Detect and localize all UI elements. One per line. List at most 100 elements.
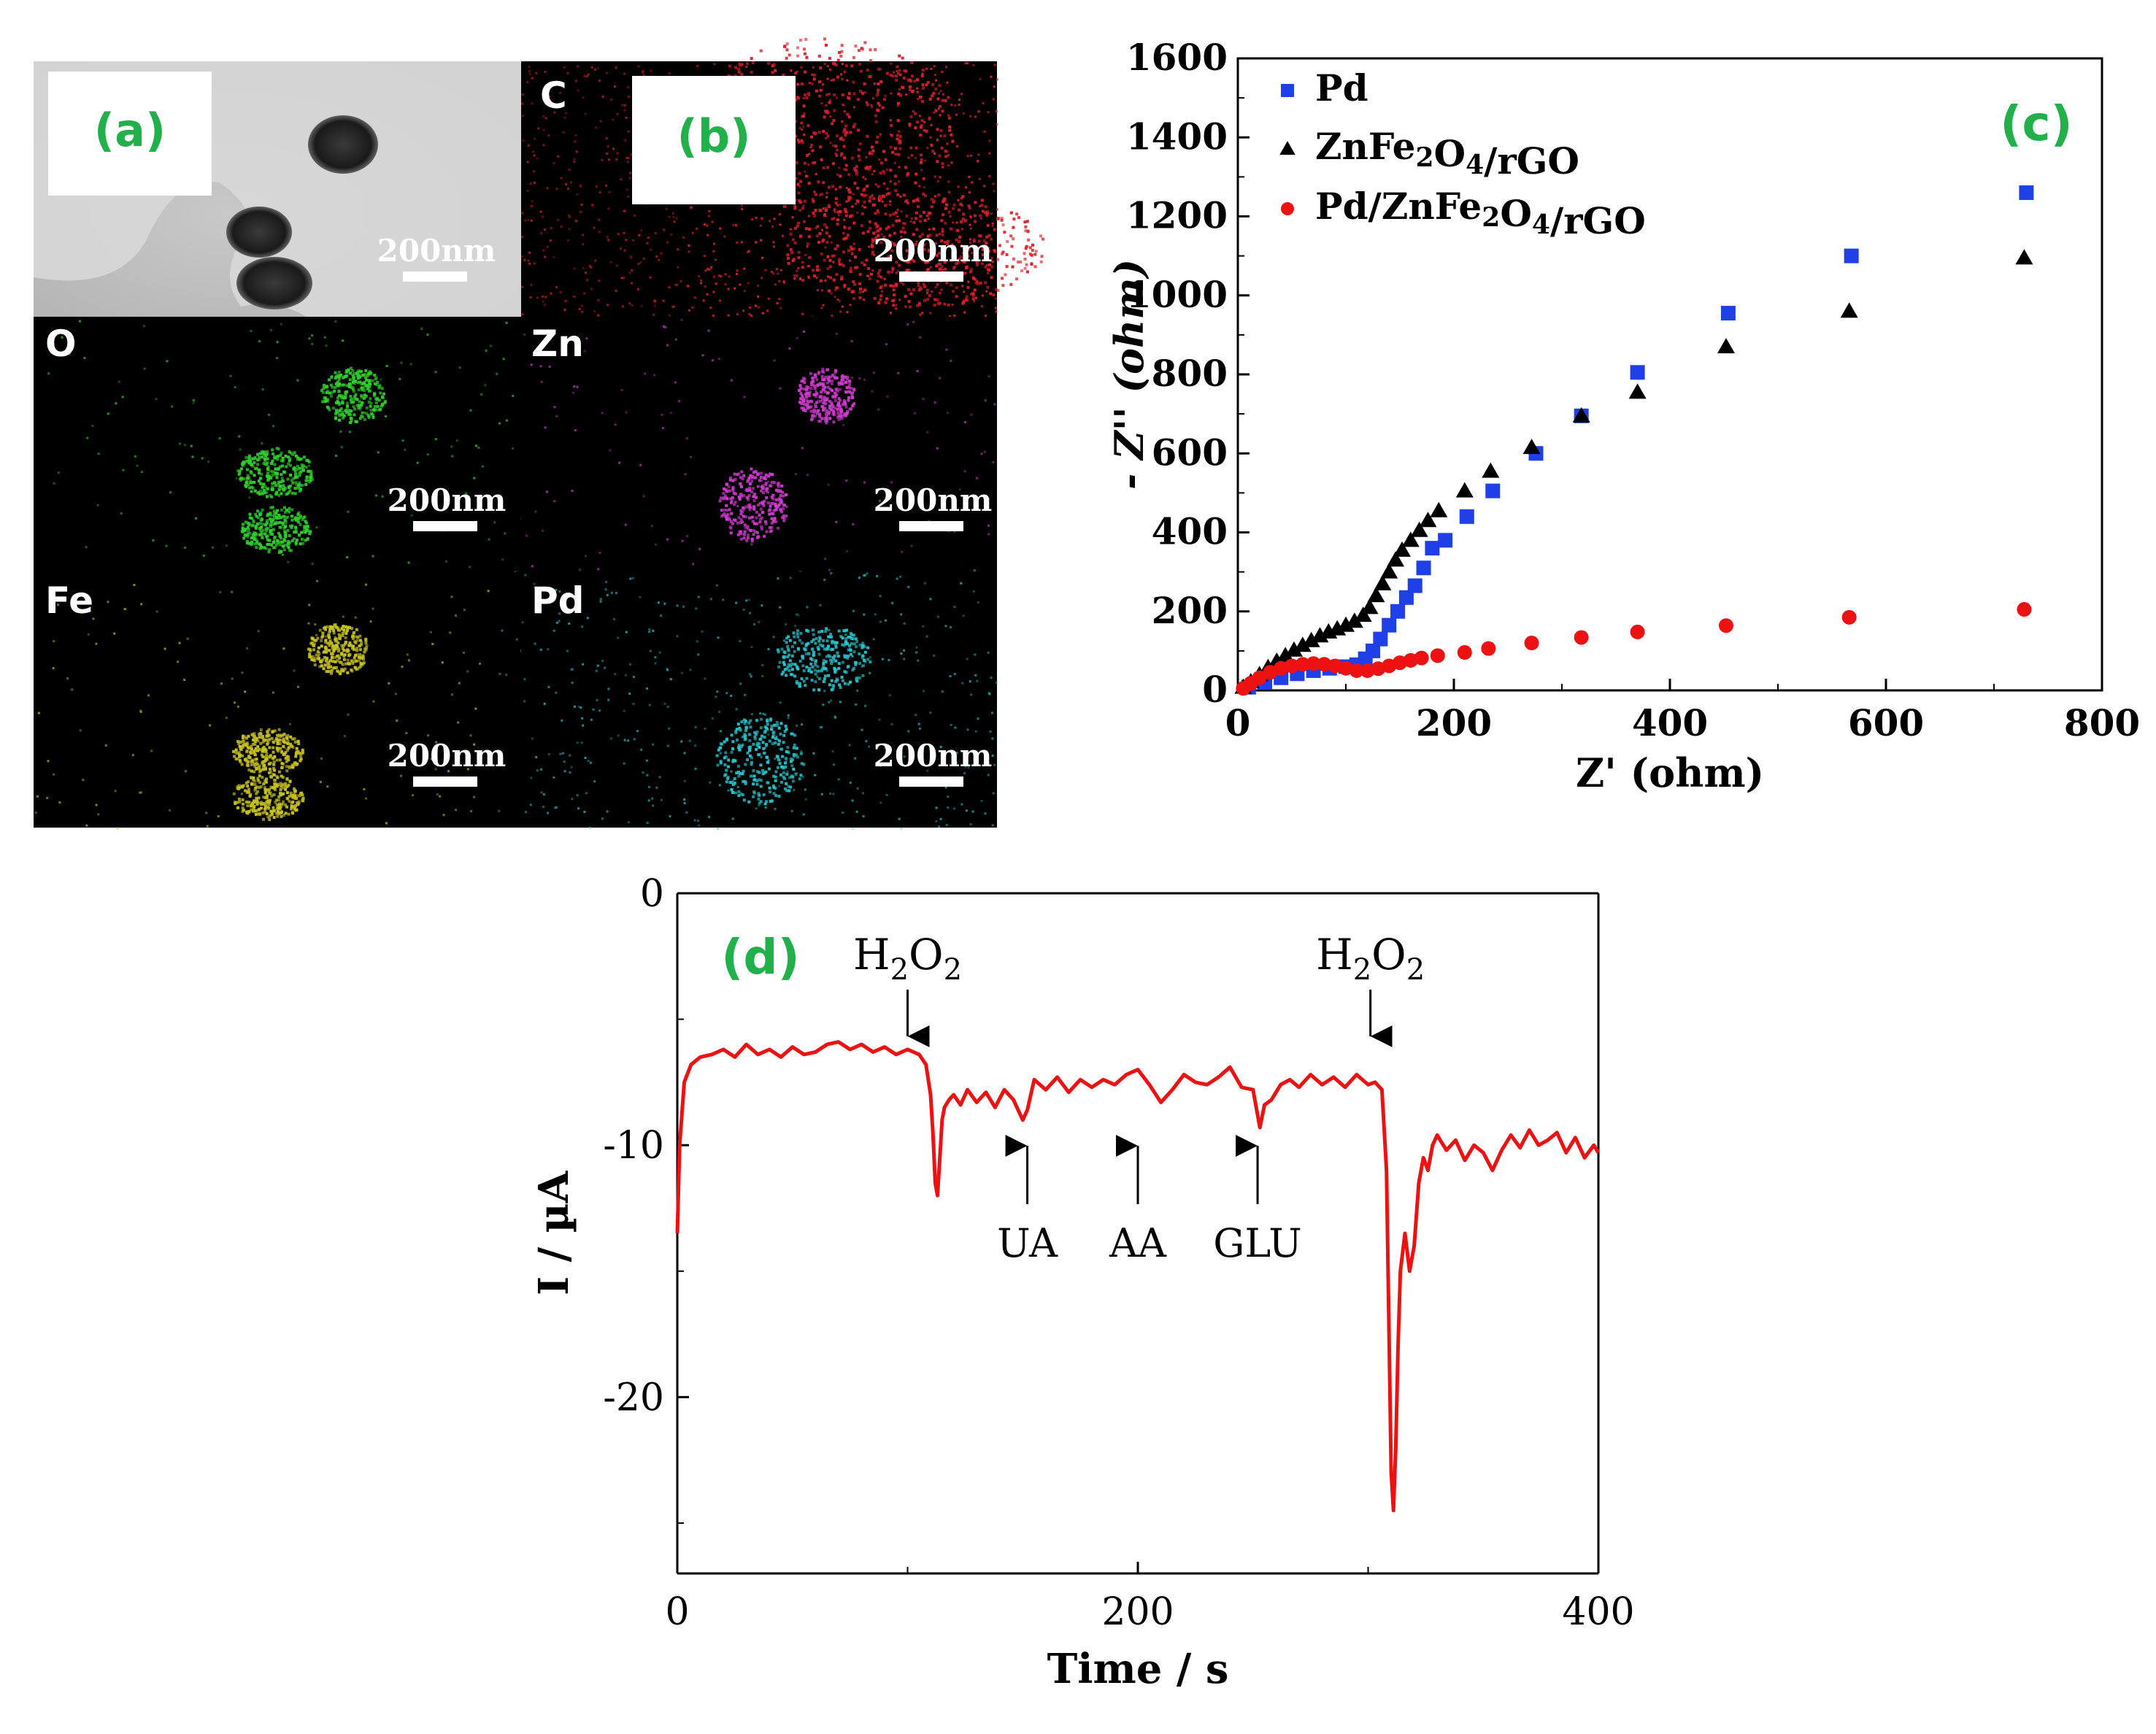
- eds-speckle: [861, 204, 864, 207]
- eds-speckle: [777, 503, 781, 506]
- eds-speckle: [250, 457, 254, 461]
- eds-speckle: [824, 109, 826, 112]
- eds-speckle: [783, 639, 785, 642]
- eds-speckle: [1009, 211, 1013, 215]
- eds-speckle: [922, 625, 925, 628]
- eds-speckle: [960, 244, 963, 248]
- eds-speckle: [805, 388, 809, 391]
- eds-speckle: [904, 69, 908, 73]
- eds-speckle: [336, 626, 340, 630]
- eds-speckle: [245, 742, 249, 746]
- eds-speckle: [477, 447, 480, 449]
- eds-speckle: [570, 181, 572, 184]
- eds-speckle: [301, 469, 305, 472]
- eds-speckle: [301, 484, 304, 488]
- eds-speckle: [759, 476, 763, 479]
- eds-speckle: [292, 537, 296, 541]
- eds-speckle: [828, 69, 831, 71]
- eds-speckle: [836, 244, 839, 247]
- eds-speckle: [847, 636, 850, 639]
- eds-speckle: [261, 740, 265, 744]
- eds-speckle: [348, 641, 352, 644]
- eds-speckle: [573, 705, 576, 708]
- eds-speckle: [929, 312, 932, 315]
- eds-speckle: [95, 804, 98, 806]
- eds-speckle: [537, 127, 540, 130]
- eds-speckle: [916, 87, 919, 90]
- eds-speckle: [739, 682, 742, 685]
- eds-speckle: [246, 474, 250, 477]
- eds-speckle: [113, 632, 116, 635]
- eds-speckle: [753, 522, 756, 525]
- eds-speckle: [742, 493, 745, 497]
- eds-speckle: [539, 648, 542, 651]
- eds-speckle: [328, 631, 331, 634]
- eds-speckle: [255, 792, 258, 795]
- eds-speckle: [844, 134, 847, 136]
- eds-speckle: [272, 473, 274, 477]
- eds-speckle: [715, 258, 717, 261]
- eds-speckle: [342, 615, 344, 618]
- eds-speckle: [863, 188, 866, 191]
- eds-speckle: [924, 194, 928, 198]
- eds-speckle: [336, 628, 340, 632]
- eds-speckle: [833, 399, 837, 403]
- eds-speckle: [318, 665, 322, 668]
- eds-speckle: [817, 420, 820, 423]
- eds-speckle: [747, 598, 750, 601]
- eds-speckle: [900, 613, 903, 616]
- eds-speckle: [278, 742, 282, 745]
- eds-speckle: [353, 635, 357, 639]
- eds-speckle: [848, 215, 852, 218]
- eds-speckle: [1012, 257, 1015, 261]
- eds-speckle: [293, 792, 296, 795]
- eds-speckle: [286, 739, 290, 743]
- eds-speckle: [263, 755, 266, 758]
- eds-speckle: [623, 762, 625, 765]
- eds-speckle: [521, 115, 524, 117]
- eds-speckle: [359, 409, 362, 412]
- eds-speckle: [262, 782, 266, 786]
- eds-speckle: [841, 103, 844, 106]
- eds-speckle: [898, 166, 901, 169]
- eds-speckle: [256, 812, 260, 816]
- eds-speckle: [345, 401, 349, 405]
- eds-speckle: [794, 120, 798, 123]
- eds-speckle: [948, 126, 952, 128]
- eds-speckle: [836, 389, 839, 393]
- eds-speckle: [338, 409, 342, 412]
- eds-speckle: [276, 814, 280, 818]
- eds-speckle: [844, 671, 848, 674]
- eds-speckle: [296, 520, 300, 524]
- eds-speckle: [245, 542, 249, 545]
- eds-speckle: [455, 439, 458, 442]
- eds-speckle: [336, 669, 339, 673]
- eds-speckle: [797, 250, 801, 254]
- eds-speckle: [828, 569, 831, 571]
- eds-speckle: [821, 378, 825, 382]
- eds-speckle: [897, 244, 901, 247]
- eds-speckle: [823, 579, 826, 581]
- eds-speckle: [739, 283, 742, 286]
- eds-speckle: [546, 187, 549, 190]
- eds-speckle: [272, 452, 275, 455]
- eds-speckle: [815, 89, 818, 93]
- eds-speckle: [961, 260, 965, 263]
- eds-speckle: [334, 666, 338, 669]
- eds-speckle: [241, 754, 245, 758]
- eds-speckle: [342, 628, 346, 632]
- eds-speckle: [964, 421, 967, 424]
- eds-speckle: [339, 672, 342, 676]
- eds-speckle: [797, 614, 800, 617]
- eds-speckle: [642, 495, 645, 498]
- eds-speckle: [680, 671, 683, 674]
- eds-speckle: [785, 56, 788, 60]
- eds-speckle: [786, 257, 790, 260]
- eds-speckle: [278, 803, 282, 806]
- eds-speckle: [598, 280, 601, 282]
- eds-speckle: [642, 72, 644, 74]
- eds-speckle: [750, 467, 753, 471]
- eds-speckle: [827, 375, 831, 379]
- eds-speckle: [131, 754, 134, 757]
- eds-speckle: [217, 815, 220, 817]
